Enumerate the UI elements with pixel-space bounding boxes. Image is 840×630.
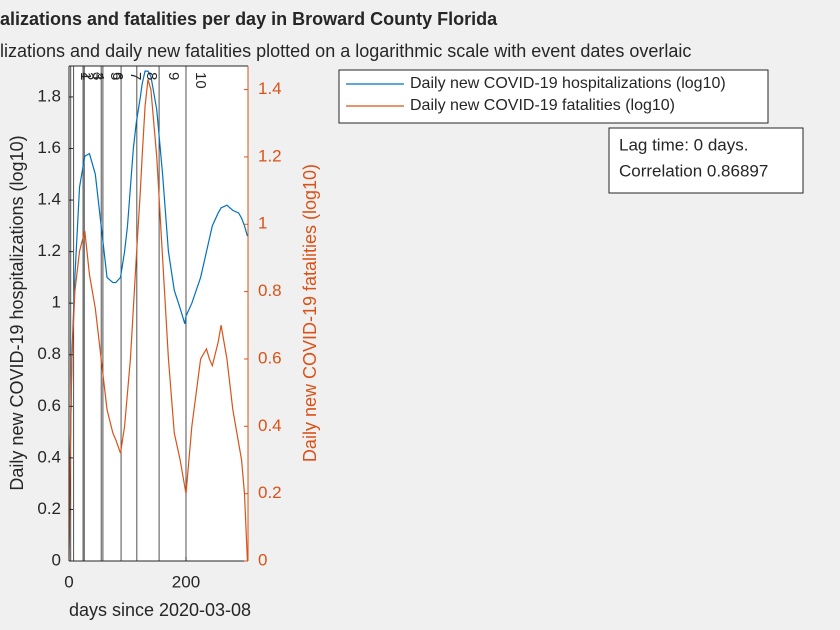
event-label: 4 — [90, 72, 107, 80]
legend-label: Daily new COVID-19 fatalities (log10) — [410, 97, 675, 114]
series-line — [69, 79, 248, 561]
y-tick-label: 1.6 — [37, 138, 61, 157]
series-line — [69, 70, 248, 549]
annotation-text: Lag time: 0 days. — [619, 135, 748, 154]
annotation-box — [608, 127, 804, 194]
event-label: 3 — [89, 72, 106, 80]
chart-subtitle: lizations and daily new fatalities plott… — [0, 41, 691, 61]
event-label: 1 — [77, 72, 94, 80]
y-tick-label: 0.4 — [37, 447, 61, 466]
event-label: 6 — [109, 72, 126, 80]
y2-tick-label: 1.4 — [258, 79, 282, 98]
y2-tick-label: 1 — [258, 214, 267, 233]
y2-tick-label: 0.4 — [258, 416, 282, 435]
y-tick-label: 0.6 — [37, 396, 61, 415]
y2-tick-label: 1.2 — [258, 146, 282, 165]
y-tick-label: 1.8 — [37, 86, 61, 105]
y2-tick-label: 0 — [258, 550, 267, 569]
legend-box — [338, 69, 769, 124]
y2-axis-label: Daily new COVID-19 fatalities (log10) — [300, 164, 320, 462]
y-tick-label: 0 — [52, 550, 61, 569]
plot-area — [69, 66, 248, 561]
y-tick-label: 0.2 — [37, 499, 61, 518]
y2-tick-label: 0.6 — [258, 348, 282, 367]
event-label: 7 — [127, 72, 144, 80]
y-tick-label: 1.2 — [37, 241, 61, 260]
chart-title: alizations and fatalities per day in Bro… — [0, 9, 498, 29]
event-label: 8 — [143, 72, 160, 80]
plot — [69, 66, 248, 561]
y2-tick-label: 0.2 — [258, 483, 282, 502]
annotation-text: Correlation 0.86897 — [619, 161, 768, 180]
x-tick-label: 200 — [172, 572, 200, 591]
legend-label: Daily new COVID-19 hospitalizations (log… — [410, 75, 726, 92]
y-tick-label: 1.4 — [37, 190, 61, 209]
y-tick-label: 0.8 — [37, 344, 61, 363]
event-label: 5 — [107, 72, 124, 80]
y-axis-label: Daily new COVID-19 hospitalizations (log… — [7, 135, 27, 490]
event-label: 9 — [165, 72, 182, 80]
event-label: 2 — [80, 72, 97, 80]
event-label: 10 — [192, 72, 209, 89]
y-tick-label: 1 — [52, 293, 61, 312]
x-axis-label: days since 2020-03-08 — [69, 600, 251, 620]
x-tick-label: 0 — [64, 572, 73, 591]
y2-tick-label: 0.8 — [258, 281, 282, 300]
